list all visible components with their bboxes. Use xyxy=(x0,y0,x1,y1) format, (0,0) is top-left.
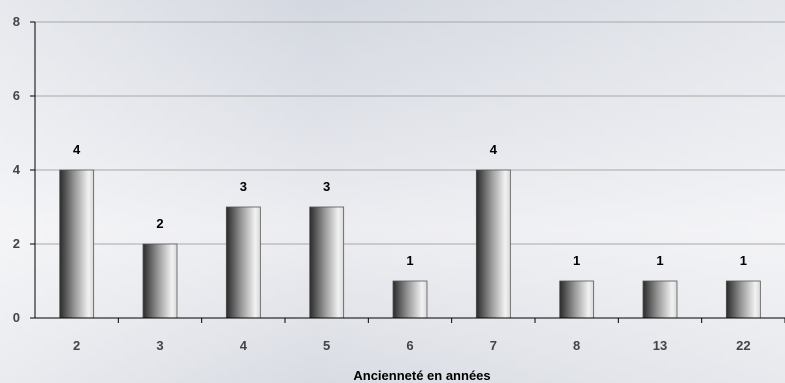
data-label-22: 1 xyxy=(740,253,747,268)
y-tick-label: 2 xyxy=(13,236,20,251)
x-tick-label-3: 3 xyxy=(156,338,163,353)
x-tick-label-8: 8 xyxy=(573,338,580,353)
bar-8 xyxy=(559,280,595,319)
x-tick-label-2: 2 xyxy=(73,338,80,353)
data-label-8: 1 xyxy=(573,253,580,268)
x-tick-label-22: 22 xyxy=(736,338,750,353)
data-label-5: 3 xyxy=(323,179,330,194)
data-label-2: 4 xyxy=(73,142,81,157)
bar-7 xyxy=(475,169,511,319)
bars-group: 4 2 3 3 1 4 1 1 1 xyxy=(59,142,761,319)
data-label-4: 3 xyxy=(240,179,247,194)
x-axis-title: Ancienneté en années xyxy=(353,368,490,383)
data-label-6: 1 xyxy=(406,253,413,268)
bar-4 xyxy=(225,206,261,319)
x-tick-label-4: 4 xyxy=(240,338,248,353)
y-tick-label: 0 xyxy=(13,310,20,325)
bar-5 xyxy=(309,206,345,319)
bar-22 xyxy=(725,280,761,319)
data-label-13: 1 xyxy=(656,253,663,268)
y-tick-label: 4 xyxy=(13,162,21,177)
x-tick-label-13: 13 xyxy=(653,338,667,353)
bar-13 xyxy=(642,280,678,319)
x-tick-label-5: 5 xyxy=(323,338,330,353)
x-tick-label-6: 6 xyxy=(406,338,413,353)
bar-6 xyxy=(392,280,428,319)
gridlines xyxy=(35,21,785,245)
data-label-3: 2 xyxy=(156,216,163,231)
y-tick-label: 8 xyxy=(13,14,20,29)
x-tick-label-7: 7 xyxy=(490,338,497,353)
bar-3 xyxy=(142,243,178,319)
bar-2 xyxy=(59,169,95,319)
data-label-7: 4 xyxy=(490,142,498,157)
y-tick-label: 6 xyxy=(13,88,20,103)
